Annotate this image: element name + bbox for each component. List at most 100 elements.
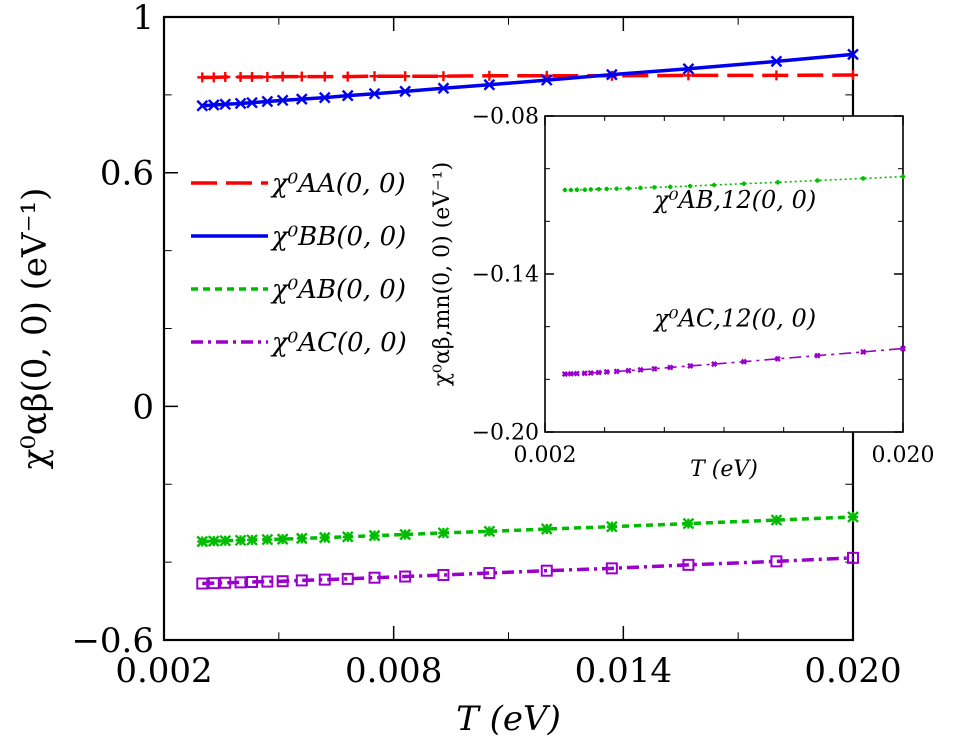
legend-entry: χ⁰AA(0, 0) xyxy=(191,169,406,199)
main-data-point xyxy=(368,87,381,100)
main-data-point xyxy=(319,71,330,82)
main-data-point xyxy=(400,71,411,82)
main-data-point xyxy=(207,99,220,111)
inset-data-point xyxy=(861,176,866,181)
inset-data-point xyxy=(596,187,601,192)
inset-y-tick-label: −0.08 xyxy=(472,105,539,130)
main-y-tick-label: −0.6 xyxy=(71,621,154,661)
main-x-tick-label: 0.020 xyxy=(804,651,901,691)
main-data-point xyxy=(207,535,220,547)
main-data-point xyxy=(246,575,259,588)
main-data-point xyxy=(341,572,354,585)
main-data-point xyxy=(438,71,449,82)
main-data-point xyxy=(234,534,247,547)
main-data-point xyxy=(770,55,783,68)
main-data-point xyxy=(341,89,354,102)
legend-entry: χ⁰AC(0, 0) xyxy=(191,328,407,358)
main-data-point xyxy=(277,71,288,82)
inset-data-point xyxy=(667,364,674,371)
main-y-axis-label: χ⁰αβ(0, 0) (eV⁻¹) xyxy=(15,188,55,470)
main-data-point xyxy=(318,91,331,104)
main-data-point xyxy=(219,534,232,547)
main-data-point xyxy=(847,48,859,61)
main-data-point xyxy=(399,528,411,541)
main-y-tick-label: 0 xyxy=(132,387,154,427)
inset-data-point xyxy=(614,186,619,191)
inset-y-tick-label: −0.14 xyxy=(472,263,539,288)
main-data-point xyxy=(437,82,450,95)
inset-series-0 xyxy=(562,174,906,193)
main-data-point xyxy=(483,525,496,538)
legend-label: χ⁰AC(0, 0) xyxy=(270,328,407,358)
main-data-point xyxy=(437,568,450,581)
main-data-point xyxy=(483,78,496,91)
main-plot: 0.002 0.008 0.014 0.020 −0.6 0 0.6 1 T (eV) χ⁰αβ(… xyxy=(15,0,902,739)
main-data-point xyxy=(234,576,247,589)
main-data-point xyxy=(368,529,381,542)
inset-data-point xyxy=(567,370,574,377)
main-data-point xyxy=(484,70,495,81)
main-data-point xyxy=(261,575,274,588)
inset-data-point xyxy=(711,361,718,368)
inset-plot: 0.002 0.020 −0.20 −0.14 −0.08 T (eV) χ⁰αβ,mn(0… xyxy=(430,105,934,482)
inset-data-point xyxy=(741,181,747,186)
main-data-point xyxy=(540,74,553,86)
inset-data-point xyxy=(613,368,620,375)
inset-data-point xyxy=(581,370,588,377)
inset-data-point xyxy=(587,369,594,377)
inset-x-tick-label: 0.002 xyxy=(514,443,577,468)
main-series-line-3 xyxy=(202,556,854,586)
inset-data-point xyxy=(626,186,631,191)
main-x-tick-label: 0.014 xyxy=(575,651,672,691)
inset-y-tick-label: −0.20 xyxy=(472,421,539,446)
inset-data-point xyxy=(687,362,694,369)
main-data-point xyxy=(399,570,412,583)
inset-data-point xyxy=(814,352,821,359)
inset-data-point xyxy=(740,358,747,365)
main-data-point xyxy=(606,520,618,533)
inset-data-point xyxy=(899,345,907,352)
main-data-point xyxy=(540,564,553,577)
main-series-1 xyxy=(196,48,859,112)
inset-data-point xyxy=(604,186,609,192)
main-data-point xyxy=(848,70,858,81)
inset-plot-frame xyxy=(544,115,904,433)
main-data-point xyxy=(847,551,859,564)
main-data-point xyxy=(342,71,353,82)
main-data-point xyxy=(220,71,231,82)
main-data-point xyxy=(276,94,289,107)
main-data-point xyxy=(605,562,618,575)
legend-entry: χ⁰AB(0, 0) xyxy=(191,275,406,305)
inset-data-point xyxy=(625,367,632,374)
main-data-point xyxy=(847,511,859,523)
main-data-point xyxy=(369,71,380,82)
main-data-point xyxy=(483,567,496,580)
main-data-point xyxy=(682,62,695,75)
main-data-point xyxy=(771,70,782,81)
main-series-3 xyxy=(196,551,859,590)
inset-data-point xyxy=(668,184,673,190)
inset-data-point xyxy=(638,185,643,191)
main-data-point xyxy=(682,517,695,530)
legend-label: χ⁰AB(0, 0) xyxy=(270,275,406,305)
inset-series-label: χ⁰AC,12(0, 0) xyxy=(652,305,816,333)
main-data-point xyxy=(261,533,274,546)
main-data-point xyxy=(368,571,381,584)
inset-data-point xyxy=(595,369,602,376)
inset-data-point xyxy=(860,348,867,355)
main-legend: χ⁰AA(0, 0) χ⁰BB(0, 0) χ⁰AB(0, 0) χ⁰AC(0, 0) xyxy=(191,169,407,358)
main-data-point xyxy=(295,574,308,587)
inset-data-point xyxy=(775,180,780,185)
main-data-point xyxy=(296,71,307,82)
main-data-point xyxy=(246,96,258,109)
inset-data-point xyxy=(637,366,644,373)
main-data-point xyxy=(318,573,331,586)
main-data-point xyxy=(276,575,289,588)
legend-label: χ⁰BB(0, 0) xyxy=(270,222,406,252)
main-data-point xyxy=(540,523,553,535)
main-data-point xyxy=(276,533,289,546)
main-data-point xyxy=(196,535,209,548)
main-data-point xyxy=(682,558,695,571)
main-data-point xyxy=(683,70,694,81)
